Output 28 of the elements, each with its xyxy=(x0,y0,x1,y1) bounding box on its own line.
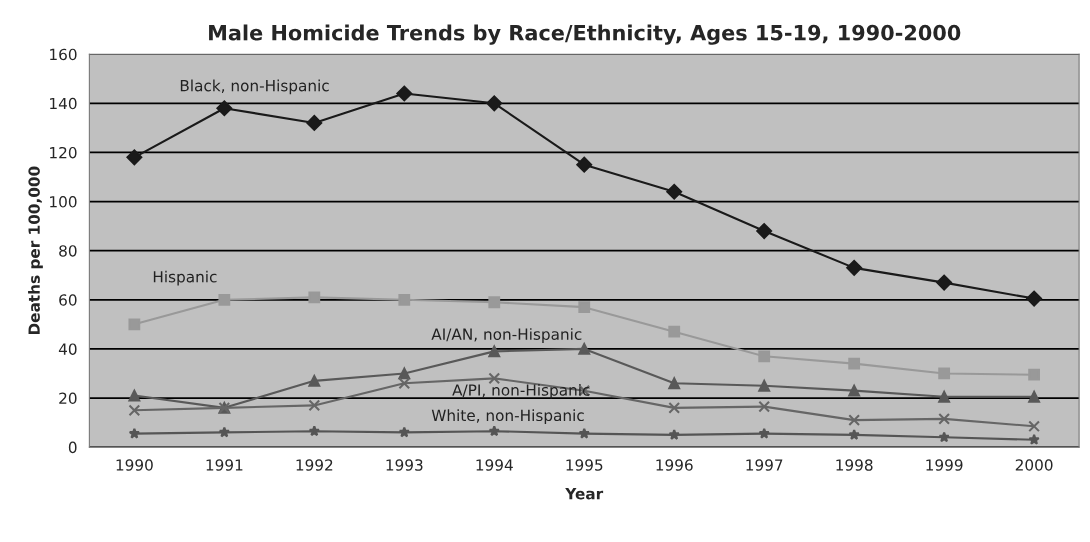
x-tick-label: 1997 xyxy=(746,459,783,471)
x-tick-label: 1995 xyxy=(566,459,603,471)
y-tick-label: 100 xyxy=(50,196,77,208)
x-tick-label: 1999 xyxy=(926,459,963,471)
x-tick-label: 1998 xyxy=(836,459,873,471)
x-tick-label: 1996 xyxy=(656,459,693,471)
y-tick-label: 40 xyxy=(58,343,77,355)
x-tick-label: 2000 xyxy=(1015,459,1053,471)
y-tick-label: 80 xyxy=(59,245,77,257)
x-tick-label: 1992 xyxy=(296,459,333,471)
x-tick-label: 1990 xyxy=(116,459,153,471)
series-label: AI/AN, non-Hispanic xyxy=(431,328,582,343)
y-tick-label: 160 xyxy=(50,48,77,61)
chart-title: Male Homicide Trends by Race/Ethnicity, Ages 15-19, 1990-2000 xyxy=(209,24,961,45)
x-axis-title: Year xyxy=(565,488,604,500)
x-tick-label: 1991 xyxy=(206,459,243,471)
y-tick-label: 60 xyxy=(59,294,77,306)
series-label: White, non-Hispanic xyxy=(431,409,584,425)
y-tick-label: 140 xyxy=(50,97,77,110)
y-tick-label: 0 xyxy=(68,441,77,454)
series-label: Black, non-Hispanic xyxy=(180,79,329,95)
x-tick-label: 1993 xyxy=(386,459,423,471)
y-tick-label: 20 xyxy=(59,392,77,405)
y-axis-title: Deaths per 100,000 xyxy=(28,166,43,335)
x-tick-label: 1994 xyxy=(476,459,513,471)
y-tick-label: 120 xyxy=(50,146,77,159)
series-label: Hispanic xyxy=(153,270,217,286)
series-label: A/PI, non-Hispanic xyxy=(452,383,590,399)
